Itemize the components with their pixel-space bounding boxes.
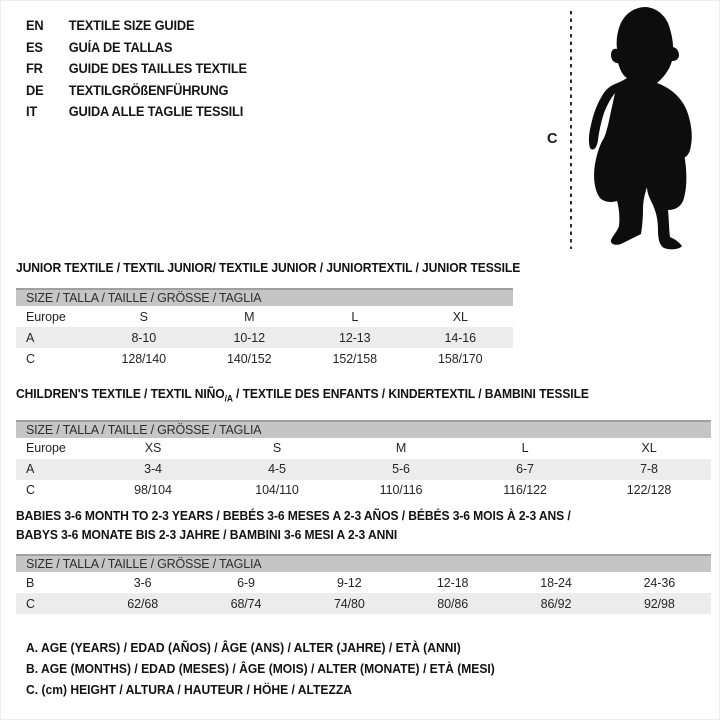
table-row: C 128/140 140/152 152/158 158/170 — [16, 348, 513, 369]
language-label: GUIDA ALLE TAGLIE TESSILI — [68, 104, 244, 120]
cell-value: 3-4 — [144, 462, 162, 477]
language-row: FR GUIDE DES TAILLES TEXTILE — [26, 58, 247, 80]
height-dotted-line — [570, 11, 572, 249]
cell-value: 5-6 — [392, 462, 410, 477]
cell-value: 128/140 — [121, 351, 167, 366]
table-row: A 3-4 4-5 5-6 6-7 7-8 — [16, 458, 711, 480]
language-row: ES GUÍA DE TALLAS — [26, 37, 247, 59]
table-title-line: CHILDREN'S TEXTILE / TEXTIL NIÑO/A / TEX… — [16, 386, 589, 404]
cell-value: 110/116 — [379, 483, 423, 498]
cell-value: 12-18 — [436, 575, 469, 590]
cell-value: XS — [144, 441, 162, 456]
table-title-line: BABYS 3-6 MONATE BIS 2-3 JAHRE / BAMBINI… — [16, 527, 398, 542]
language-code: EN — [26, 18, 44, 34]
table-row: C 98/104 104/110 110/116 116/122 122/128 — [16, 480, 711, 501]
row-label: C — [26, 596, 35, 611]
cell-value: 12-13 — [339, 330, 371, 345]
cell-value: 18-24 — [540, 575, 572, 590]
cell-value: 152/158 — [332, 351, 378, 366]
table-header-bar: SIZE / TALLA / TAILLE / GRÖSSE / TAGLIA — [16, 554, 711, 572]
cell-value: 62/68 — [127, 596, 159, 611]
footnotes: A. AGE (YEARS) / EDAD (AÑOS) / ÂGE (ANS)… — [26, 637, 530, 700]
cell-value: 74/80 — [333, 596, 365, 611]
cell-value: M — [244, 309, 255, 324]
cell-value: XL — [641, 441, 657, 456]
toddler-silhouette-icon — [588, 7, 692, 250]
cell-value: 6-9 — [237, 575, 255, 590]
cell-value: S — [139, 309, 148, 324]
cell-value: 104/110 — [255, 483, 299, 498]
table-title: CHILDREN'S TEXTILE / TEXTIL NIÑO/A / TEX… — [16, 386, 662, 407]
table-header-label: SIZE / TALLA / TAILLE / GRÖSSE / TAGLIA — [26, 422, 262, 437]
cell-value: 3-6 — [133, 575, 152, 590]
table-title-line: JUNIOR TEXTILE / TEXTIL JUNIOR/ TEXTILE … — [16, 260, 521, 275]
table-header-label: SIZE / TALLA / TAILLE / GRÖSSE / TAGLIA — [26, 291, 262, 305]
language-code: ES — [26, 39, 43, 55]
row-label: A — [26, 330, 35, 345]
footnote: A. AGE (YEARS) / EDAD (AÑOS) / ÂGE (ANS)… — [26, 640, 461, 655]
language-code: IT — [26, 104, 38, 120]
cell-value: 10-12 — [233, 330, 266, 345]
cell-value: 24-36 — [643, 575, 676, 590]
cell-value: 140/152 — [227, 351, 272, 366]
table-header-label: SIZE / TALLA / TAILLE / GRÖSSE / TAGLIA — [26, 557, 262, 571]
cell-value: 4-5 — [268, 462, 286, 477]
cell-value: 9-12 — [337, 575, 362, 590]
row-label: C — [26, 351, 35, 366]
cell-value: M — [395, 441, 407, 456]
row-label: Europe — [26, 441, 66, 456]
cell-value: L — [351, 309, 359, 324]
language-row: DE TEXTILGRÖßENFÜHRUNG — [26, 80, 247, 102]
cell-value: 6-7 — [516, 462, 534, 477]
cell-value: 98/104 — [134, 483, 172, 498]
table-row: Europe S M L XL — [16, 306, 513, 327]
cell-value: 122/128 — [626, 483, 672, 498]
cell-value: 7-8 — [640, 462, 658, 477]
table-row: Europe XS S M L XL — [16, 438, 711, 459]
table-row: C 62/68 68/74 74/80 80/86 86/92 92/98 — [16, 593, 711, 614]
language-row: EN TEXTILE SIZE GUIDE — [26, 15, 247, 37]
cell-value: XL — [452, 309, 468, 324]
row-label: C — [26, 483, 35, 498]
language-label: TEXTILGRÖßENFÜHRUNG — [68, 82, 229, 98]
footnote: C. (cm) HEIGHT / ALTURA / HAUTEUR / HÖHE… — [26, 682, 352, 697]
language-label: GUIDE DES TAILLES TEXTILE — [68, 61, 247, 77]
cell-value: 86/92 — [540, 596, 572, 611]
table-row: A 8-10 10-12 12-13 14-16 — [16, 327, 513, 348]
language-row: IT GUIDA ALLE TAGLIE TESSILI — [26, 101, 247, 123]
table-title-line: BABIES 3-6 MONTH TO 2-3 YEARS / BEBÉS 3-… — [16, 508, 571, 523]
cell-value: 8-10 — [131, 330, 157, 345]
cell-value: S — [272, 441, 282, 456]
footnote: B. AGE (MONTHS) / EDAD (MESES) / ÂGE (MO… — [26, 661, 495, 676]
cell-value: 80/86 — [437, 596, 469, 611]
table-title: JUNIOR TEXTILE / TEXTIL JUNIOR/ TEXTILE … — [16, 260, 521, 275]
language-list: EN TEXTILE SIZE GUIDE ES GUÍA DE TALLAS FR GU… — [26, 15, 259, 123]
babies-size-table: BABIES 3-6 MONTH TO 2-3 YEARS / BEBÉS 3-… — [16, 506, 711, 614]
row-label: Europe — [26, 309, 66, 324]
cell-value: 68/74 — [230, 596, 262, 611]
table-row: B 3-6 6-9 9-12 12-18 18-24 24-36 — [16, 572, 711, 593]
children-size-table: CHILDREN'S TEXTILE / TEXTIL NIÑO/A / TEX… — [16, 386, 711, 501]
language-label: GUÍA DE TALLAS — [68, 39, 173, 55]
cell-value: 14-16 — [444, 330, 477, 345]
language-code: DE — [26, 82, 44, 98]
table-header-bar: SIZE / TALLA / TAILLE / GRÖSSE / TAGLIA — [16, 288, 513, 306]
table-header-bar: SIZE / TALLA / TAILLE / GRÖSSE / TAGLIA — [16, 419, 711, 438]
language-code: FR — [26, 61, 43, 77]
cell-value: L — [521, 441, 529, 456]
table-title: BABIES 3-6 MONTH TO 2-3 YEARS / BEBÉS 3-… — [16, 506, 662, 544]
height-label: C — [547, 131, 558, 147]
junior-size-table: JUNIOR TEXTILE / TEXTIL JUNIOR/ TEXTILE … — [16, 260, 521, 369]
row-label: B — [26, 575, 35, 590]
cell-value: 92/98 — [643, 596, 675, 611]
row-label: A — [26, 462, 35, 477]
cell-value: 158/170 — [438, 351, 483, 366]
cell-value: 116/122 — [503, 483, 547, 498]
language-label: TEXTILE SIZE GUIDE — [68, 18, 195, 34]
